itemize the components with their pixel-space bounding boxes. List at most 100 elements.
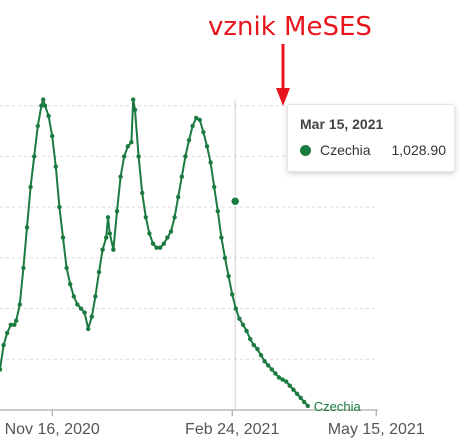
data-point xyxy=(14,318,19,323)
data-point xyxy=(8,322,13,327)
data-point xyxy=(28,184,33,190)
data-point xyxy=(82,310,87,315)
data-point xyxy=(204,144,210,149)
data-point xyxy=(287,383,292,388)
data-point xyxy=(114,209,120,214)
x-tick-label: May 15, 2021 xyxy=(328,421,425,438)
data-point xyxy=(78,306,84,311)
data-point xyxy=(12,322,17,327)
data-point xyxy=(86,326,91,332)
data-point xyxy=(276,375,282,380)
series-end-label: Czechia xyxy=(314,399,362,414)
data-point xyxy=(208,160,213,165)
data-point xyxy=(168,229,174,234)
data-point xyxy=(35,123,40,129)
data-point xyxy=(89,314,95,319)
data-point xyxy=(96,269,102,275)
hover-point xyxy=(229,196,241,207)
data-point xyxy=(143,215,148,220)
data-point xyxy=(107,231,113,236)
data-point xyxy=(118,174,123,179)
data-point xyxy=(1,342,6,348)
data-point xyxy=(147,231,152,236)
labels: Czechia xyxy=(314,399,362,414)
data-point xyxy=(226,273,231,279)
tooltip-value: 1,028.90 xyxy=(391,142,447,158)
data-point xyxy=(186,138,192,143)
data-point xyxy=(233,306,238,311)
data-point xyxy=(194,115,199,121)
data-point xyxy=(258,353,264,358)
series-dot-icon xyxy=(300,145,311,156)
data-point xyxy=(71,294,77,299)
data-point xyxy=(230,292,235,297)
data-point xyxy=(161,241,166,246)
data-point xyxy=(280,377,285,382)
data-point xyxy=(294,391,300,396)
data-point xyxy=(140,190,145,196)
annotation-arrow xyxy=(276,44,290,106)
data-point xyxy=(183,154,188,159)
data-point xyxy=(255,346,260,352)
data-point xyxy=(64,265,69,271)
data-point xyxy=(176,194,181,200)
series-line-czechia xyxy=(0,98,309,407)
series-czechia[interactable] xyxy=(0,97,310,409)
data-point xyxy=(201,129,206,135)
data-point xyxy=(104,235,109,240)
data-point xyxy=(269,367,274,372)
data-point xyxy=(262,359,267,364)
data-point xyxy=(17,302,22,307)
data-point xyxy=(298,395,303,400)
data-point xyxy=(158,245,163,250)
tooltip-date: Mar 15, 2021 xyxy=(300,116,384,132)
x-axis: Nov 16, 2020 Feb 24, 2021 May 15, 2021 xyxy=(0,409,425,438)
data-point xyxy=(0,367,3,372)
tooltip: Mar 15, 2021 Czechia 1,028.90 xyxy=(287,104,455,172)
data-point xyxy=(273,371,278,376)
data-point xyxy=(75,302,80,307)
data-point xyxy=(41,97,46,102)
data-point xyxy=(266,363,271,368)
data-point xyxy=(197,117,202,123)
data-point xyxy=(244,328,249,334)
data-point xyxy=(46,113,51,119)
x-tick-label: Nov 16, 2020 xyxy=(5,421,100,438)
x-tick-label: Feb 24, 2021 xyxy=(185,421,279,438)
data-point xyxy=(24,225,30,230)
data-point xyxy=(68,282,73,287)
data-point xyxy=(172,215,177,220)
data-point xyxy=(129,140,134,145)
data-point xyxy=(21,265,26,271)
data-point xyxy=(32,154,37,159)
data-point xyxy=(219,235,224,240)
data-point xyxy=(248,336,253,342)
data-point xyxy=(165,235,170,240)
data-point xyxy=(53,164,58,169)
data-point xyxy=(111,247,116,252)
data-point xyxy=(222,255,228,261)
data-point xyxy=(131,97,136,102)
data-point xyxy=(136,154,141,159)
data-point xyxy=(42,103,48,108)
data-point xyxy=(305,403,310,409)
data-point xyxy=(150,241,156,246)
data-point xyxy=(284,379,289,384)
data-point xyxy=(5,330,10,336)
data-point xyxy=(291,387,296,392)
data-point xyxy=(154,245,159,250)
data-point xyxy=(132,107,138,113)
data-point xyxy=(212,184,217,190)
data-point xyxy=(60,235,66,240)
data-point xyxy=(240,322,246,327)
data-point xyxy=(251,342,256,348)
data-point xyxy=(93,294,98,299)
annotation-text: vznik MeSES xyxy=(208,12,372,42)
data-point xyxy=(179,174,184,179)
tooltip-row: Czechia 1,028.90 xyxy=(300,141,450,161)
data-point xyxy=(105,215,111,220)
data-point xyxy=(57,204,62,210)
data-point xyxy=(302,399,307,405)
